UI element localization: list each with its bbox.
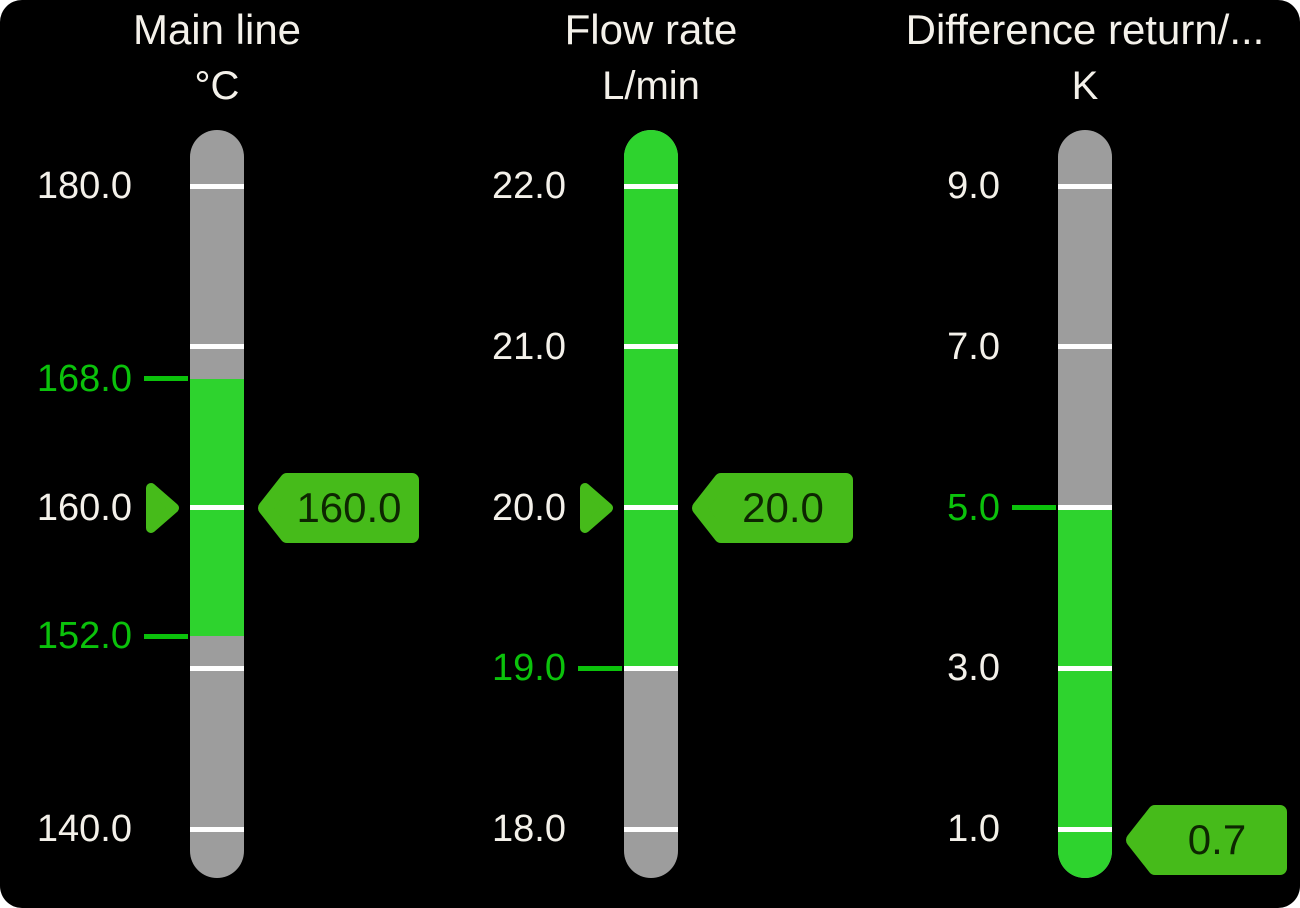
limit-line [144, 376, 188, 382]
bar-tick [190, 505, 244, 510]
value-badge: 0.7 [1124, 803, 1290, 877]
limit-label: 5.0 [947, 486, 1000, 529]
tick-label: 7.0 [947, 325, 1000, 368]
bar-tick [1058, 183, 1112, 189]
limit-label: 168.0 [36, 357, 132, 400]
bar-tick [1058, 344, 1112, 350]
tick-label: 21.0 [492, 325, 566, 368]
gauge-unit: °C [194, 64, 240, 108]
gauge-title: Flow rate [564, 6, 738, 53]
bar-tick [1058, 505, 1112, 510]
gauge-title: Main line [132, 6, 302, 53]
bar-tick [1058, 665, 1112, 671]
gauge-green-zone [1058, 507, 1112, 878]
tick-label: 180.0 [36, 165, 132, 207]
gauge-green-zone [624, 130, 678, 669]
value-badge-label: 160.0 [296, 483, 402, 531]
limit-line [1012, 505, 1056, 510]
bar-tick [190, 183, 244, 189]
tick-label: 160.0 [36, 486, 132, 529]
bar-tick [624, 826, 678, 832]
bar-tick [190, 826, 244, 832]
limit-line [144, 633, 188, 639]
tick-label: 18.0 [492, 808, 566, 850]
bar-tick [190, 344, 244, 350]
value-badge-label: 0.7 [1187, 816, 1247, 863]
bar-tick [1058, 826, 1112, 832]
gauge-bar [624, 130, 678, 878]
gauge-unit: L/min [602, 64, 700, 108]
gauge-bar [190, 130, 244, 878]
tick-label: 1.0 [947, 808, 1000, 850]
gauge-bar [1058, 130, 1112, 878]
value-badge: 160.0 [256, 471, 422, 545]
tick-label: 20.0 [492, 486, 566, 529]
tick-label: 22.0 [492, 165, 566, 207]
bar-tick [624, 505, 678, 510]
setpoint-pointer-icon [579, 480, 615, 536]
value-badge-label: 20.0 [742, 483, 824, 531]
bar-tick [190, 665, 244, 671]
value-badge: 20.0 [690, 471, 856, 545]
bar-tick [624, 344, 678, 350]
tick-label: 9.0 [947, 165, 1000, 207]
limit-label: 19.0 [492, 647, 566, 690]
bar-tick [624, 183, 678, 189]
tick-label: 140.0 [36, 808, 132, 850]
bar-tick [624, 665, 678, 671]
tick-label: 3.0 [947, 647, 1000, 690]
setpoint-pointer-icon [145, 480, 181, 536]
gauge-title: Difference return/... [905, 6, 1265, 53]
gauge-unit: K [1071, 64, 1099, 108]
limit-label: 152.0 [36, 615, 132, 658]
limit-line [578, 665, 622, 671]
